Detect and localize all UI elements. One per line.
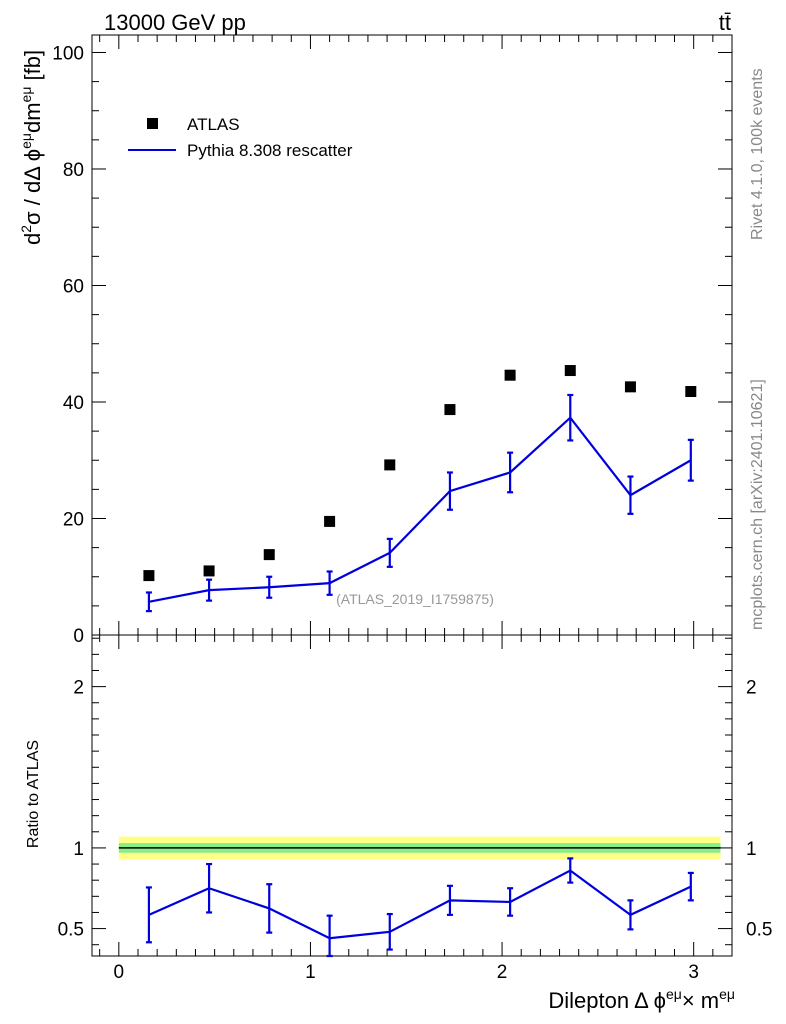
legend-data-label: ATLAS [187,115,240,134]
legend-data-marker [147,118,158,129]
main-y-tick-label: 80 [63,160,84,181]
atlas-data-point [203,565,215,577]
x-axis-label: Dilepton Δ ϕeμ× meμ [548,986,735,1013]
main-axis-ticks [92,35,733,636]
analysis-id-label: (ATLAS_2019_I1759875) [336,591,494,607]
ratio-data-layer [145,857,694,958]
energy-label: 13000 GeV pp [104,10,246,35]
atlas-data-point [143,570,155,582]
main-data-layer [143,365,697,613]
legend-mc-label: Pythia 8.308 rescatter [187,141,353,160]
mc-series-line [148,416,692,603]
x-tick-label: 2 [497,962,508,983]
ratio-y-tick-label: 0.5 [58,920,84,941]
ratio-uncertainty-band [118,836,721,860]
source-label: mcplots.cern.ch [arXiv:2401.10621] [749,379,766,630]
ratio-y-tick-labels: 0.5 0.5 1 1 2 2 [58,678,773,941]
main-y-tick-label: 0 [73,626,84,647]
atlas-data-point [504,369,516,381]
ratio-y-tick-label: 1 [73,839,84,860]
main-y-tick-label: 60 [63,276,84,297]
ratio-y-tick-label-right: 2 [746,678,757,699]
main-y-tick-labels: 0 20 40 60 80 100 [52,43,84,647]
x-tick-labels: 0 1 2 3 [114,962,699,983]
ratio-plot-frame [91,634,733,957]
ratio-y-tick-label-right: 0.5 [746,920,772,941]
process-label: tt̄ [719,10,731,35]
ratio-y-tick-label-right: 1 [746,839,757,860]
atlas-data-point [564,365,576,377]
atlas-data-point [263,549,275,561]
x-tick-label: 1 [305,962,316,983]
atlas-data-point [624,381,636,393]
ratio-y-tick-label: 2 [73,678,84,699]
main-y-tick-label: 20 [63,509,84,530]
ratio-axis-ticks [92,635,733,956]
main-y-tick-label: 100 [52,43,84,64]
main-y-axis-label: d2σ / dΔ ϕeμdmeμ [fb] [18,50,45,245]
ratio-y-axis-label: Ratio to ATLAS [25,740,42,848]
main-y-tick-label: 40 [63,393,84,414]
x-tick-label: 3 [688,962,699,983]
x-tick-label: 0 [114,962,125,983]
atlas-data-point [384,459,396,471]
atlas-data-point [444,404,456,416]
ratio-mc-line [148,869,692,940]
atlas-data-point [324,515,336,527]
rivet-version-label: Rivet 4.1.0, 100k events [749,68,766,240]
atlas-data-point [685,386,697,398]
